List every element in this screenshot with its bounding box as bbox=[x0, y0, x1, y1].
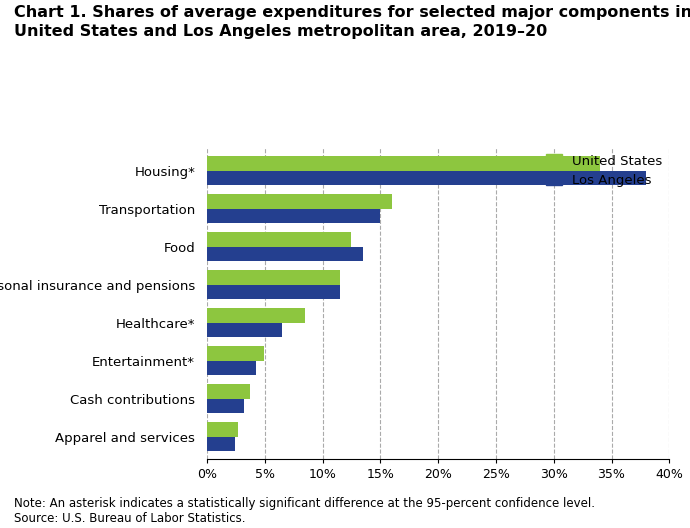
Bar bbox=[207, 285, 340, 299]
Bar bbox=[207, 194, 392, 209]
Bar bbox=[207, 323, 282, 337]
Bar bbox=[207, 209, 380, 223]
Legend: United States, Los Angeles: United States, Los Angeles bbox=[546, 154, 662, 186]
Bar bbox=[207, 247, 363, 261]
Bar bbox=[207, 171, 646, 185]
Text: Chart 1. Shares of average expenditures for selected major components in the
Uni: Chart 1. Shares of average expenditures … bbox=[14, 5, 690, 39]
Bar bbox=[207, 437, 235, 451]
Bar bbox=[207, 156, 600, 171]
Bar bbox=[207, 308, 305, 323]
Bar bbox=[207, 422, 238, 437]
Bar bbox=[207, 346, 264, 361]
Bar bbox=[207, 232, 351, 247]
Bar bbox=[207, 270, 340, 285]
Text: Note: An asterisk indicates a statistically significant difference at the 95-per: Note: An asterisk indicates a statistica… bbox=[14, 497, 595, 525]
Bar bbox=[207, 361, 255, 375]
Bar bbox=[207, 384, 250, 399]
Bar bbox=[207, 399, 244, 413]
